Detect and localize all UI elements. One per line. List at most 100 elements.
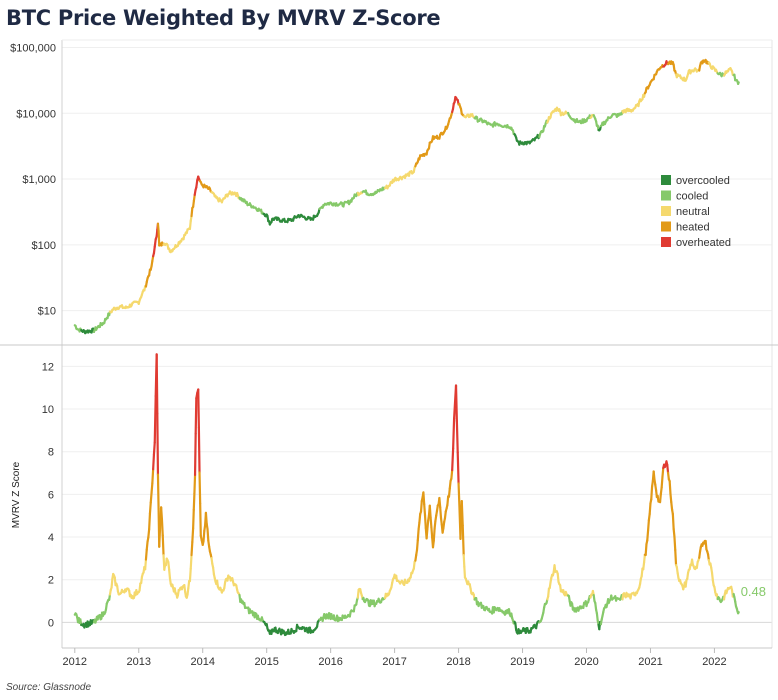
price-tick-label: $10 (38, 306, 56, 318)
zscore-segment (418, 512, 422, 524)
zscore-segment (670, 501, 674, 511)
zscore-segment (433, 519, 437, 530)
legend-swatch-overcooled (661, 175, 671, 185)
zscore-segment (192, 508, 195, 530)
zscore-segment (648, 502, 652, 516)
zscore-segment (704, 539, 708, 551)
zscore-segment (158, 523, 162, 548)
zscore-axis-title: MVRV Z Score (11, 461, 22, 528)
zscore-segment (422, 491, 426, 506)
zscore-segment (669, 492, 673, 504)
zscore-segment (451, 447, 455, 472)
zscore-tick-label: 8 (48, 447, 54, 459)
zscore-segment (439, 516, 443, 526)
price-tick-label: $1,000 (22, 174, 56, 186)
x-tick-label: 2015 (254, 656, 278, 668)
zscore-segment (148, 512, 152, 531)
zscore-segment (460, 499, 464, 527)
zscore-segment (149, 491, 153, 504)
zscore-segment (151, 468, 155, 485)
zscore-segment (187, 580, 191, 590)
zscore-segment (429, 516, 433, 529)
zscore-segment (193, 432, 197, 476)
zscore-segment (423, 514, 427, 530)
zscore-segment (642, 553, 646, 564)
zscore-segment (156, 412, 160, 476)
zscore-segment (595, 612, 599, 622)
zscore-segment (192, 492, 196, 511)
zscore-segment (684, 578, 688, 588)
zscore-segment (456, 451, 460, 485)
zscore-segment (672, 527, 676, 538)
x-tick-label: 2022 (702, 656, 726, 668)
zscore-tick-label: 12 (42, 361, 54, 373)
x-tick-label: 2021 (638, 656, 662, 668)
zscore-segment (594, 601, 598, 611)
zscore-segment (161, 534, 165, 557)
zscore-segment (461, 524, 465, 557)
zscore-segment (144, 548, 148, 561)
zscore-segment (646, 529, 650, 542)
x-tick-label: 2017 (382, 656, 406, 668)
zscore-segment (194, 397, 198, 435)
zscore-segment (212, 566, 216, 576)
zscore-segment (666, 463, 670, 474)
zscore-segment (423, 503, 427, 517)
price-segment (195, 179, 199, 189)
zscore-segment (431, 539, 435, 549)
price-segment (157, 229, 161, 247)
zscore-segment (206, 527, 210, 542)
x-tick-label: 2018 (446, 656, 470, 668)
x-tick-label: 2020 (574, 656, 598, 668)
zscore-segment (168, 568, 172, 580)
zscore-segment (145, 540, 149, 551)
zscore-segment (426, 519, 430, 531)
price-tick-label: $100 (32, 240, 56, 252)
zscore-tick-label: 4 (48, 532, 54, 544)
zscore-segment (428, 504, 432, 519)
zscore-tick-label: 0 (48, 617, 54, 629)
price-tick-label: $10,000 (16, 108, 56, 120)
x-tick-label: 2012 (63, 656, 87, 668)
price-segment (190, 206, 194, 218)
zscore-segment (430, 526, 434, 539)
zscore-segment (110, 577, 114, 589)
last-value-label: 0.48 (741, 584, 766, 599)
panel-frames (0, 39, 778, 649)
zscore-segment (160, 506, 164, 521)
zscore-segment (452, 417, 456, 450)
zscore-tick-label: 6 (48, 489, 54, 501)
zscore-segment (155, 353, 159, 415)
zscore-segment (447, 487, 451, 498)
zscore-segment (448, 479, 452, 490)
zscore-segment (673, 535, 677, 552)
zscore-segment (547, 587, 551, 598)
zscore-segment (450, 469, 454, 480)
zscore-segment (147, 528, 151, 539)
zscore-segment (417, 521, 421, 531)
zscore-tick-label: 2 (48, 575, 54, 587)
zscore-segment (144, 558, 148, 571)
legend-swatch-heated (661, 221, 671, 232)
zscore-segment (646, 519, 650, 532)
zscore-segment (674, 548, 678, 567)
zscore-segment (204, 511, 208, 526)
price-segment (736, 81, 740, 85)
zscore-segment (189, 553, 193, 570)
zscore-segment (650, 485, 654, 501)
zscore-segment (710, 571, 714, 582)
zscore-segment (438, 496, 442, 509)
zscore-segment (463, 565, 467, 579)
zscore-segment (138, 582, 142, 592)
gridlines (62, 46, 772, 623)
zscore-series (73, 353, 740, 637)
zscore-segment (446, 495, 450, 507)
chart-title: BTC Price Weighted By MVRV Z-Score (6, 6, 441, 30)
zscore-segment (736, 611, 740, 615)
zscore-segment (188, 567, 192, 583)
zscore-segment (160, 518, 164, 537)
zscore-segment (191, 527, 195, 544)
legend-label-heated: heated (676, 222, 710, 234)
price-tick-label: $100,000 (10, 42, 56, 54)
